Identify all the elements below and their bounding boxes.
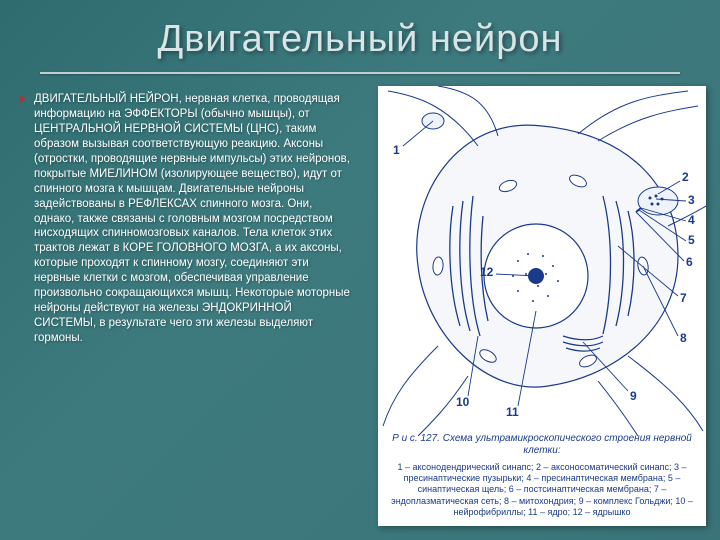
figure-label-6: 6 [686, 255, 693, 269]
slide-title: Двигательный нейрон [0, 18, 720, 61]
slide: Двигательный нейрон ДВИГАТЕЛЬНЫЙ НЕЙРОН,… [0, 0, 720, 540]
figure-label-2: 2 [682, 170, 689, 184]
figure-label-11: 11 [506, 405, 519, 419]
body-text: ДВИГАТЕЛЬНЫЙ НЕЙРОН, нервная клетка, про… [34, 92, 354, 346]
figure-caption: Р и с. 127. Схема ультрамикроскопическог… [386, 433, 698, 518]
figure-label-5: 5 [688, 233, 695, 247]
figure-caption-legend: 1 – аксонодендрический синапс; 2 – аксон… [386, 462, 698, 518]
figure-caption-title: Р и с. 127. Схема ультрамикроскопическог… [386, 433, 698, 458]
figure-label-4: 4 [688, 213, 695, 227]
figure-label-12: 12 [480, 265, 494, 279]
bullet-icon [20, 95, 26, 103]
figure-label-9: 9 [630, 389, 637, 403]
figure-label-7: 7 [680, 291, 687, 305]
title-underline [40, 72, 680, 74]
figure-label-8: 8 [680, 331, 687, 345]
figure-label-3: 3 [688, 193, 695, 207]
figure-label-1: 1 [393, 143, 400, 157]
neuron-diagram-svg: 1 2 3 4 5 6 7 8 9 10 11 12 [378, 86, 706, 436]
neuron-figure: 1 2 3 4 5 6 7 8 9 10 11 12 Р и с. 127. С… [378, 86, 706, 526]
body-paragraph: ДВИГАТЕЛЬНЫЙ НЕЙРОН, нервная клетка, про… [34, 93, 350, 344]
figure-label-10: 10 [456, 395, 470, 409]
